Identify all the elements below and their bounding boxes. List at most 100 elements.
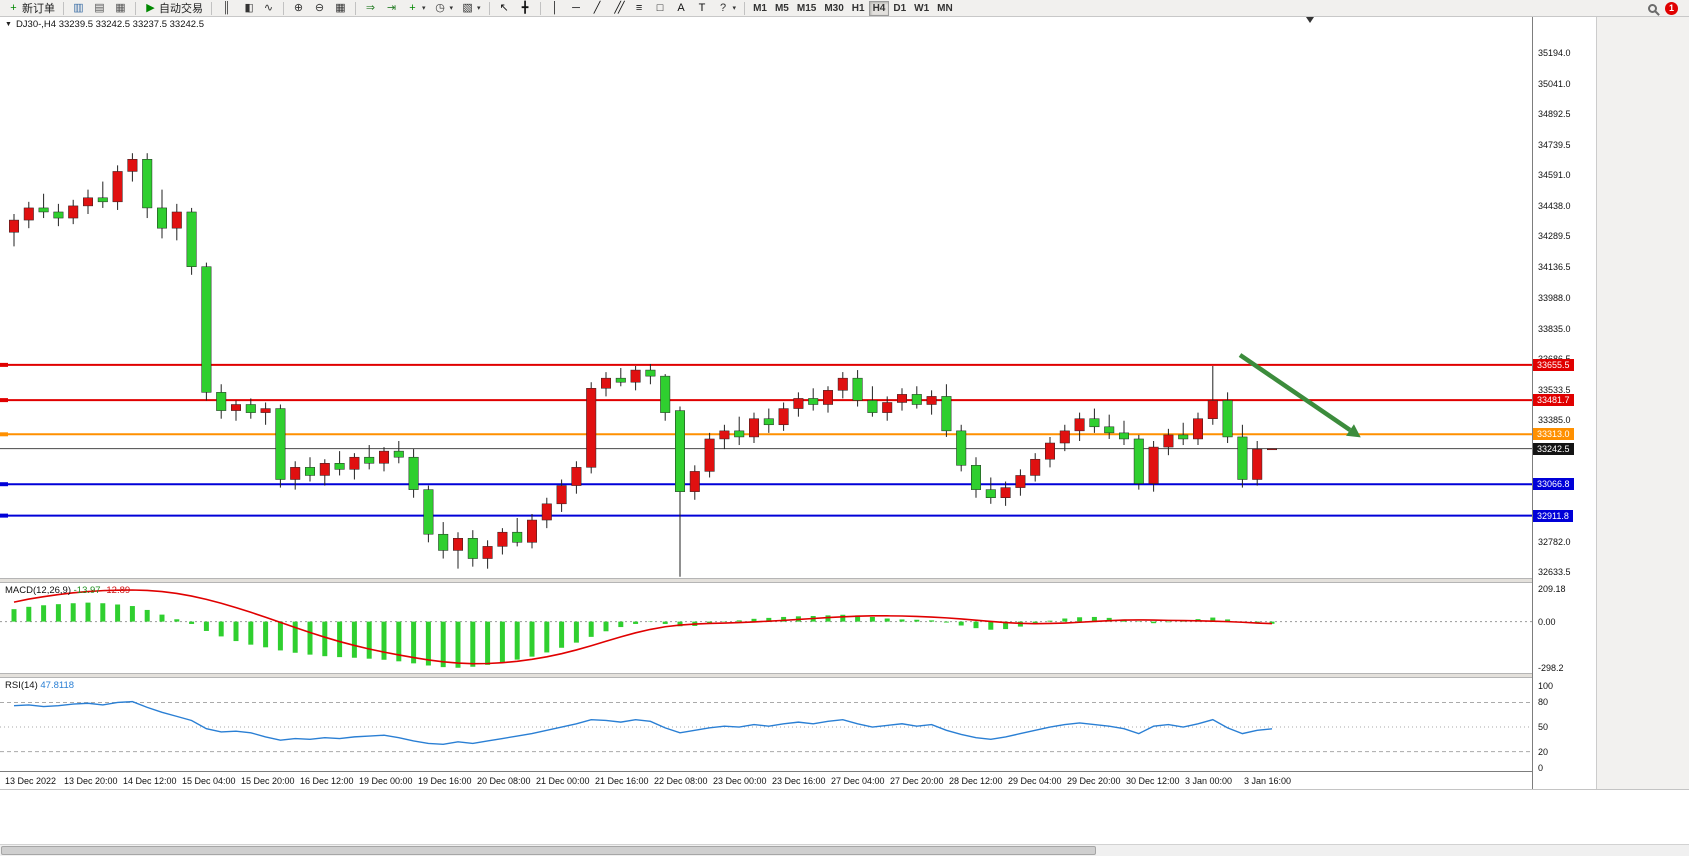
- candle-body: [926, 396, 937, 405]
- price-tick: 34289.5: [1538, 231, 1571, 242]
- toolbar-indicators-button[interactable]: + ▾: [402, 1, 430, 16]
- text-icon: A: [677, 1, 685, 14]
- price-tag[interactable]: 33313.0: [1533, 428, 1574, 441]
- toolbar-templates-button[interactable]: ▧ ▾: [457, 1, 485, 16]
- candle-body: [334, 463, 345, 470]
- tf-w1-label: W1: [914, 2, 930, 14]
- current-price-tag: 33242.5: [1533, 442, 1574, 455]
- time-label: 27 Dec 20:00: [890, 776, 944, 786]
- toolbar-text-button[interactable]: A: [671, 1, 692, 16]
- rsi-panel: RSI(14) 47.8118: [0, 678, 1532, 771]
- toolbar-tf-mn-button[interactable]: MN: [933, 1, 957, 16]
- price-tick: 32782.0: [1538, 536, 1571, 547]
- toolbar-tile-windows-button[interactable]: ▦: [330, 1, 351, 16]
- macd-chart[interactable]: [0, 583, 1532, 673]
- macd-tick: -298.2: [1538, 663, 1564, 674]
- notification-badge[interactable]: 1: [1665, 1, 1678, 15]
- symbol-dropdown-icon[interactable]: ▼: [5, 21, 12, 28]
- candle-body: [186, 211, 197, 267]
- price-tag[interactable]: 33066.8: [1533, 478, 1574, 491]
- chart-shift-marker[interactable]: [1306, 17, 1314, 23]
- toolbar-market-depth-button[interactable]: ▥: [68, 1, 89, 16]
- toolbar-vertical-line-button[interactable]: │: [545, 1, 566, 16]
- toolbar-tf-m5-button[interactable]: M5: [771, 1, 793, 16]
- candle-body: [467, 538, 478, 559]
- scrollbar-handle[interactable]: [1, 846, 1096, 855]
- toolbar-auto-trading-button[interactable]: ▶ 自动交易: [140, 1, 207, 16]
- toolbar-equidistant-channel-button[interactable]: ╱╱: [608, 1, 629, 16]
- toolbar: + 新订单 ▥ ▤ ▦ ▶ 自动交易 ║ ▮▯ ∿ ⊕ ⊖ ▦ ⇒ ⇥ + ▾ ◷ ▾ ▧ ▾ ↖ ╋ │ ─ ╱ ╱╱ ≡ □ A T? ▾…: [0, 0, 1689, 17]
- price-tag[interactable]: 33655.5: [1533, 358, 1574, 371]
- arrow-tool-icon: ?: [719, 1, 727, 14]
- toolbar-horizontal-line-button[interactable]: ─: [566, 1, 587, 16]
- toolbar-new-order-button[interactable]: + 新订单: [3, 1, 59, 16]
- toolbar-tf-m30-button[interactable]: M30: [820, 1, 847, 16]
- time-axis[interactable]: 13 Dec 2022 13 Dec 20:00 14 Dec 12:00 15 De…: [0, 771, 1532, 789]
- toolbar-cursor-button[interactable]: ↖: [494, 1, 515, 16]
- toolbar-shapes-button[interactable]: □: [650, 1, 671, 16]
- toolbar-tf-h1-button[interactable]: H1: [848, 1, 869, 16]
- time-label: 27 Dec 04:00: [831, 776, 885, 786]
- toolbar-separator: [135, 1, 136, 15]
- rsi-tick: 80: [1538, 697, 1549, 708]
- candle-body: [512, 531, 523, 543]
- symbol-ohlc-label: DJ30-,H4 33239.5 33242.5 33237.5 33242.5: [15, 19, 204, 30]
- toolbar-chart-window-2-button[interactable]: ▦: [110, 1, 131, 16]
- candlestick-chart[interactable]: [0, 17, 1532, 578]
- rsi-chart[interactable]: [0, 678, 1532, 771]
- price-tag[interactable]: 33481.7: [1533, 394, 1574, 407]
- search-icon[interactable]: [1648, 3, 1657, 13]
- autotrade-icon: ▶: [146, 1, 155, 14]
- horizontal-scrollbar[interactable]: [0, 844, 1689, 856]
- auto-trading-label: 自动交易: [159, 3, 203, 15]
- price-axis[interactable]: 35194.0 35041.0 34892.5 34739.5 34591.0 34438…: [1532, 17, 1596, 789]
- time-label: 29 Dec 20:00: [1067, 776, 1121, 786]
- toolbar-periods-button[interactable]: ◷ ▾: [430, 1, 458, 16]
- cursor-icon: ↖: [499, 1, 509, 14]
- rsi-tick: 20: [1538, 746, 1549, 757]
- panel-separator[interactable]: [0, 578, 1532, 583]
- candle-body: [719, 430, 730, 440]
- macd-signal-value: -12.89: [103, 585, 131, 596]
- candle-body: [1059, 430, 1070, 444]
- toolbar-tf-m1-button[interactable]: M1: [749, 1, 771, 16]
- rsi-tick: 100: [1538, 681, 1554, 692]
- toolbar-separator: [283, 1, 284, 15]
- candle-body: [911, 394, 922, 405]
- time-label: 21 Dec 00:00: [536, 776, 590, 786]
- panel-separator[interactable]: [0, 673, 1532, 678]
- toolbar-crosshair-button[interactable]: ╋: [515, 1, 536, 16]
- candle-body: [586, 388, 597, 468]
- rsi-label: RSI(14): [5, 680, 38, 691]
- toolbar-text-label-button[interactable]: T: [692, 1, 713, 16]
- candle-body: [97, 197, 108, 203]
- toolbar-chart-shift-button[interactable]: ⇥: [381, 1, 402, 16]
- toolbar-auto-scroll-button[interactable]: ⇒: [360, 1, 381, 16]
- price-tag[interactable]: 32911.8: [1533, 509, 1573, 522]
- toolbar-zoom-in-button[interactable]: ⊕: [288, 1, 309, 16]
- trend-arrow-head: [1346, 424, 1361, 438]
- price-tick: 34438.0: [1538, 201, 1571, 212]
- toolbar-tf-h4-button[interactable]: H4: [868, 0, 890, 16]
- window2-icon: ▦: [115, 1, 126, 14]
- chart-plots: ▼ DJ30-,H4 33239.5 33242.5 33237.5 33242…: [0, 17, 1532, 789]
- toolbar-fibonacci-button[interactable]: ≡: [629, 1, 650, 16]
- toolbar-zoom-out-button[interactable]: ⊖: [309, 1, 330, 16]
- candle-body: [127, 159, 138, 172]
- candle-body: [556, 485, 567, 505]
- time-label: 3 Jan 00:00: [1185, 776, 1233, 786]
- toolbar-line-chart-mode-button[interactable]: ∿: [258, 1, 279, 16]
- time-label: 28 Dec 12:00: [949, 776, 1003, 786]
- trend-arrow[interactable]: [1238, 353, 1352, 432]
- toolbar-arrows-button[interactable]: ? ▾: [713, 1, 741, 16]
- toolbar-tf-d1-button[interactable]: D1: [889, 1, 910, 16]
- bars-icon: ║: [222, 1, 231, 14]
- toolbar-tf-m15-button[interactable]: M15: [793, 1, 820, 16]
- candle-body: [1207, 400, 1218, 419]
- toolbar-trendline-button[interactable]: ╱: [587, 1, 608, 16]
- toolbar-candlestick-mode-button[interactable]: ▮▯: [237, 1, 258, 16]
- toolbar-tf-w1-button[interactable]: W1: [910, 1, 933, 16]
- toolbar-bar-chart-mode-button[interactable]: ║: [216, 1, 237, 16]
- candle-body: [615, 377, 626, 383]
- toolbar-chart-window-button[interactable]: ▤: [89, 1, 110, 16]
